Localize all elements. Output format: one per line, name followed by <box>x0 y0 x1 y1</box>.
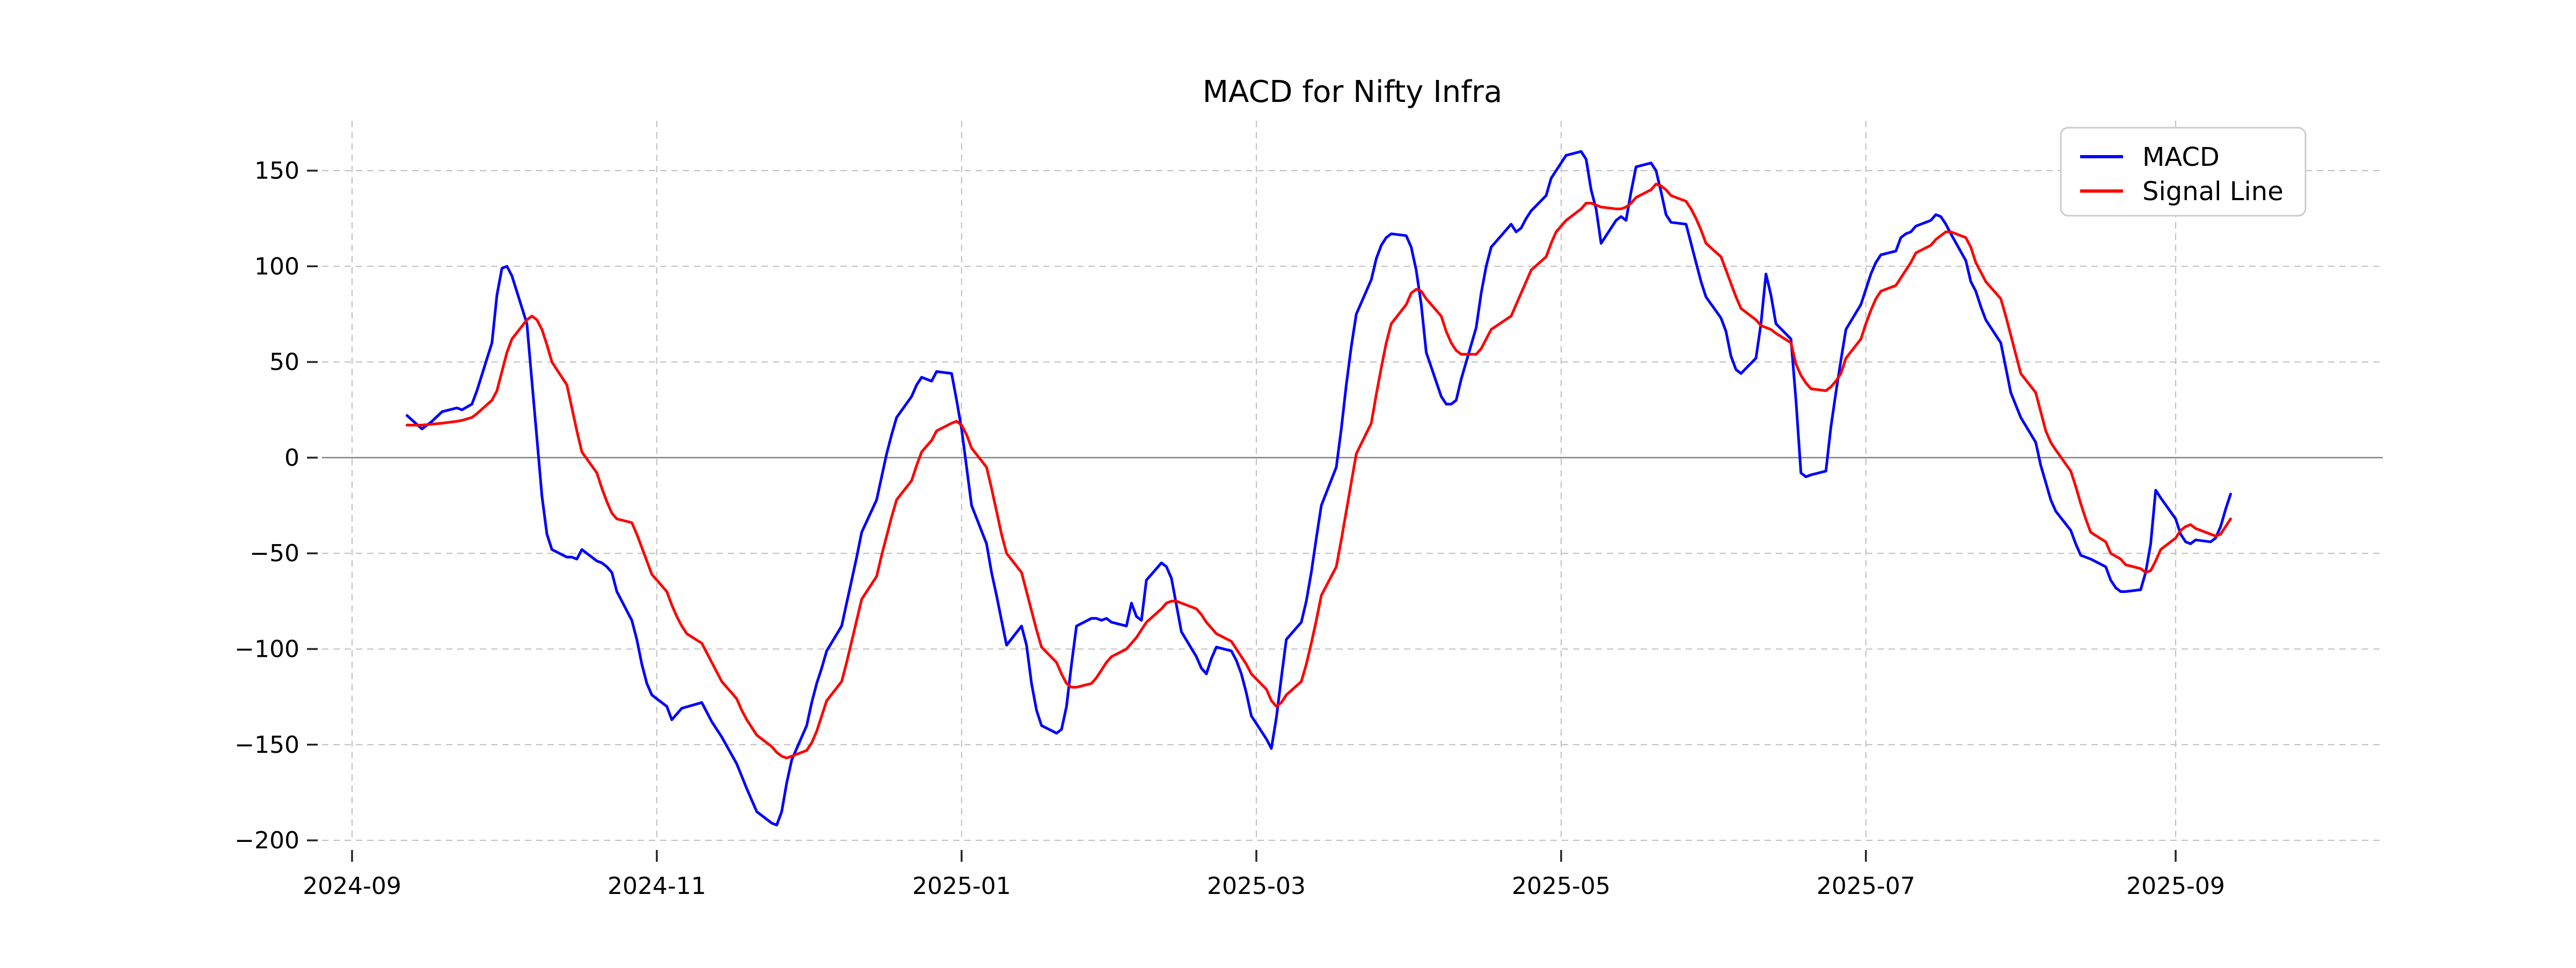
x-tick-label: 2025-01 <box>912 872 1011 900</box>
legend-box: MACD Signal Line <box>2060 127 2307 217</box>
signal-line <box>405 182 2232 760</box>
y-tick-label: −200 <box>235 827 299 854</box>
y-tick-label: 0 <box>284 444 299 472</box>
y-tick-label: −150 <box>235 731 299 759</box>
legend-label-signal: Signal Line <box>2142 177 2284 207</box>
gridlines <box>322 121 2383 841</box>
x-tick-label: 2025-05 <box>1512 872 1611 900</box>
y-tick-label: 150 <box>254 157 299 185</box>
x-tick-label: 2025-03 <box>1207 872 1306 900</box>
axis-ticks <box>307 170 2177 862</box>
y-tick-label: 100 <box>254 253 299 280</box>
legend-label-macd: MACD <box>2142 142 2220 172</box>
x-tick-label: 2024-09 <box>303 872 401 900</box>
legend-border <box>2060 127 2307 217</box>
macd-line <box>405 150 2232 827</box>
y-tick-label: −100 <box>235 636 299 663</box>
x-tick-label: 2025-09 <box>2126 872 2225 900</box>
y-tick-label: −50 <box>250 540 299 567</box>
x-tick-label: 2024-11 <box>608 872 706 900</box>
chart-title: MACD for Nifty Infra <box>1203 75 1503 109</box>
data-series <box>405 150 2232 827</box>
y-tick-label: 50 <box>269 349 299 376</box>
x-tick-label: 2025-07 <box>1817 872 1915 900</box>
